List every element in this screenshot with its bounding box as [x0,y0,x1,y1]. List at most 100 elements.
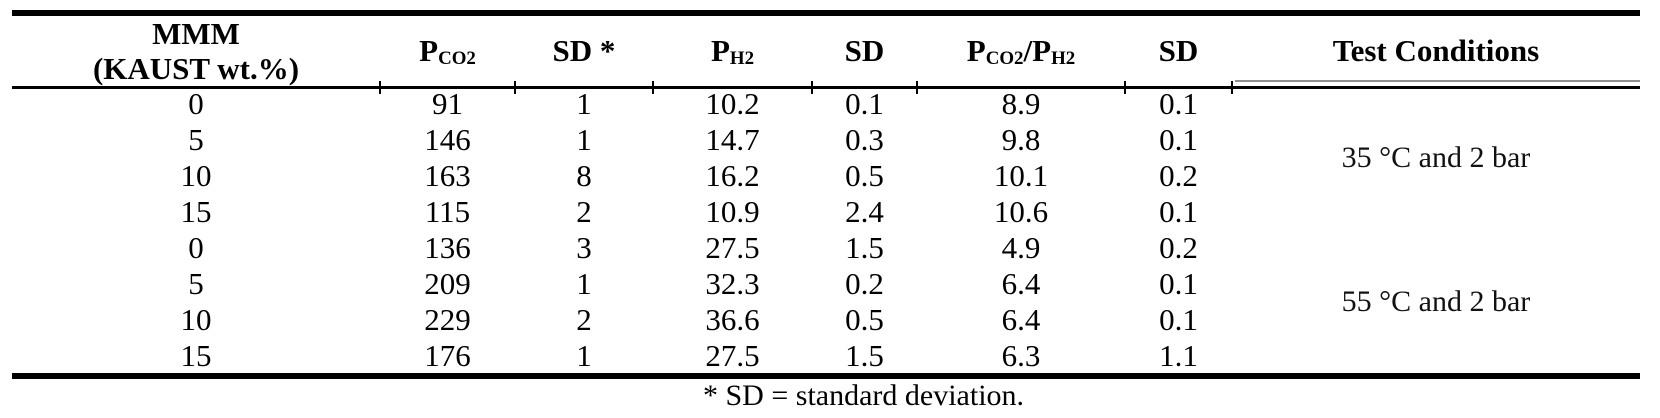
cell-sd-ph2: 0.3 [845,122,884,158]
col-header-mmm-line1: MMM [152,15,240,51]
cell-ph2: 16.2 [705,158,760,194]
cell-pco2: 115 [424,194,471,230]
cell-mmm: 15 [180,337,212,373]
cell-ratio: 6.3 [1001,337,1041,373]
cell-sd-ratio: 0.1 [1159,122,1198,158]
cell-ph2: 14.7 [705,122,760,158]
cell-ratio: 10.6 [993,194,1049,230]
cell-pco2: 229 [424,301,471,337]
cell-mmm: 15 [180,194,212,230]
cell-sd-pco2: 1 [576,265,592,301]
col-header-pco2: PCO2 [380,10,515,86]
cell-pco2: 136 [424,230,471,265]
table-row: 15 115 2 10.9 2.4 10.6 0.1 [12,194,1640,230]
cell-ph2: 27.5 [705,230,760,265]
cell-sd-ph2: 0.2 [845,265,884,301]
cell-sd-pco2: 1 [576,86,592,122]
results-table: MMM (KAUST wt.%) PCO2 SD * PH2 SD PCO2/P… [12,10,1640,373]
ratio-ph2-subscript: H2 [1051,48,1076,70]
col-header-mmm: MMM (KAUST wt.%) [12,10,380,86]
cell-mmm: 5 [188,265,204,301]
column-divider-tick [1124,81,1126,94]
col-header-ph2: PH2 [653,10,812,86]
col-header-test-conditions: Test Conditions [1332,33,1540,68]
table-bottom-border [12,373,1640,379]
cell-ph2: 10.9 [705,194,760,230]
ph2-subscript: H2 [729,48,755,70]
cell-sd-ratio: 0.1 [1159,265,1198,301]
col-header-sd-ph2: SD [844,33,885,68]
cell-sd-ratio: 0.1 [1159,194,1198,230]
cell-ph2: 32.3 [705,265,760,301]
cell-sd-ph2: 1.5 [845,337,884,373]
cell-ratio: 8.9 [1001,86,1041,122]
cell-sd-pco2: 2 [576,194,592,230]
pco2-subscript: CO2 [438,48,476,70]
col-header-sd-ratio: SD [1158,33,1199,68]
col-header-mmm-line2: (KAUST wt.%) [92,50,300,86]
cell-ratio: 6.4 [1001,301,1041,337]
header-rule-light-segment [1235,79,1640,82]
cell-sd-pco2: 1 [576,337,592,373]
table-top-border [12,10,1640,16]
column-divider-tick [1231,81,1233,94]
cell-sd-ratio: 0.2 [1159,158,1198,194]
table-footnote: * SD = standard deviation. [703,379,1025,412]
column-divider-tick [652,81,654,94]
cell-ratio: 6.4 [1001,265,1041,301]
ratio-pco2-subscript: CO2 [985,48,1024,70]
cell-mmm: 0 [188,230,204,265]
table-row: 0 136 3 27.5 1.5 4.9 0.2 55 °C and 2 bar [12,230,1640,318]
cell-ph2: 36.6 [705,301,760,337]
cell-sd-ratio: 1.1 [1159,337,1198,373]
cell-pco2: 176 [424,337,471,373]
column-divider-tick [514,81,516,94]
ratio-pco2-base: P [966,33,986,68]
cell-sd-pco2: 8 [576,158,592,194]
pco2-base: P [419,33,439,68]
table-row: 5 146 1 14.7 0.3 9.8 0.1 [12,122,1640,158]
cell-sd-ratio: 0.1 [1159,301,1198,337]
ratio-slash: / [1023,33,1033,68]
column-divider-tick [916,81,918,94]
cell-test-conditions-35c: 35 °C and 2 bar [1341,141,1531,175]
cell-sd-ratio: 0.1 [1159,86,1198,122]
cell-ratio: 4.9 [1001,230,1041,265]
cell-mmm: 5 [188,122,204,158]
cell-sd-ratio: 0.2 [1159,230,1198,265]
cell-sd-ph2: 2.4 [845,194,884,230]
cell-pco2: 209 [424,265,471,301]
cell-ratio: 10.1 [993,158,1049,194]
col-header-ratio: PCO2/PH2 [917,10,1125,86]
cell-test-conditions-55c: 55 °C and 2 bar [1341,284,1531,318]
table-row: 15 176 1 27.5 1.5 6.3 1.1 [12,337,1640,373]
table-row: 10 163 8 16.2 0.5 10.1 0.2 [12,158,1640,194]
column-divider-tick [379,81,381,94]
table-row: 10 229 2 36.6 0.5 6.4 0.1 [12,301,1640,337]
cell-mmm: 10 [180,301,212,337]
cell-ph2: 10.2 [705,86,760,122]
table-row: 0 91 1 10.2 0.1 8.9 0.1 35 °C and 2 bar [12,86,1640,174]
cell-ratio: 9.8 [1001,122,1041,158]
cell-sd-ph2: 0.1 [845,86,884,122]
cell-sd-ph2: 1.5 [845,230,884,265]
cell-sd-ph2: 0.5 [845,301,884,337]
column-divider-tick [811,81,813,94]
cell-pco2: 163 [424,158,471,194]
ratio-ph2-base: P [1032,33,1052,68]
cell-mmm: 10 [180,158,212,194]
table-row: 5 209 1 32.3 0.2 6.4 0.1 [12,265,1640,301]
cell-pco2: 91 [432,86,463,122]
cell-mmm: 0 [188,86,204,122]
cell-pco2: 146 [424,122,471,158]
cell-sd-pco2: 3 [576,230,592,265]
header-row: MMM (KAUST wt.%) PCO2 SD * PH2 SD PCO2/P… [12,10,1640,86]
cell-ph2: 27.5 [705,337,760,373]
cell-sd-pco2: 2 [576,301,592,337]
ph2-base: P [710,33,730,68]
header-rule [12,86,1640,89]
cell-sd-ph2: 0.5 [845,158,884,194]
col-header-sd-pco2: SD * [552,33,616,68]
cell-sd-pco2: 1 [576,122,592,158]
